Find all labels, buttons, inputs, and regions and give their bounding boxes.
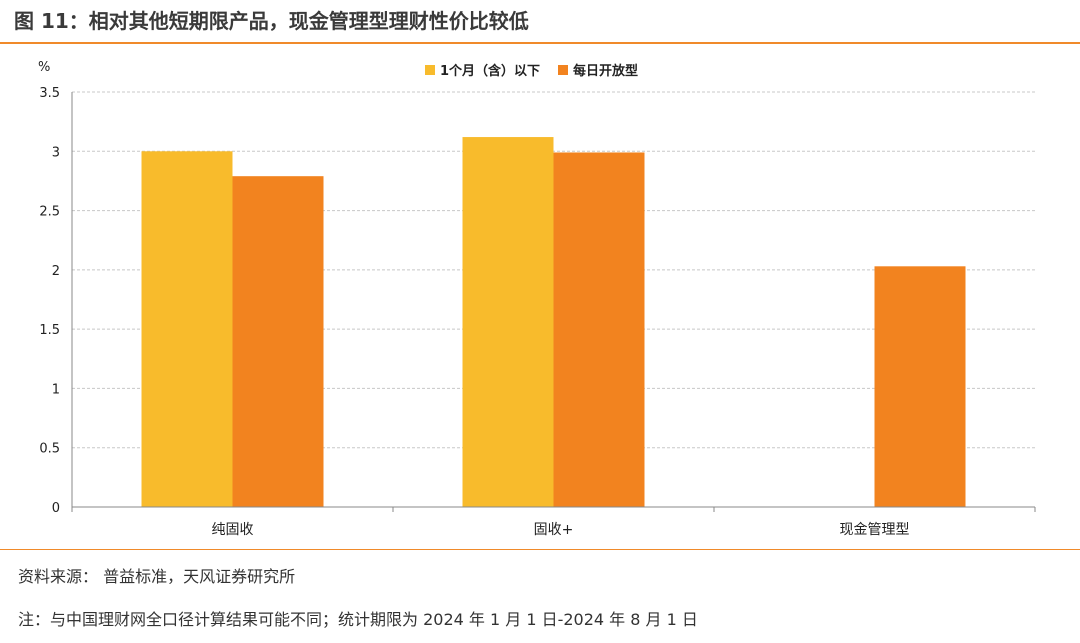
x-tick-label: 纯固收	[212, 522, 254, 538]
bar-series-2	[874, 266, 966, 507]
y-tick-label: 1	[52, 382, 60, 397]
bar-series-2	[553, 152, 645, 507]
page-title: 图 11：相对其他短期限产品，现金管理型理财性价比较低	[14, 9, 529, 33]
y-axis-ticks: 0 0.5 1 1.5 2 2.5 3 3.5	[39, 86, 60, 516]
x-tick-label: 现金管理型	[840, 522, 910, 538]
legend-swatch-series-2	[558, 64, 569, 75]
bar-series-2	[232, 176, 324, 507]
legend-label-series-1: 1个月（含）以下	[440, 64, 541, 79]
y-tick-label: 0.5	[39, 442, 60, 457]
y-tick-label: 2	[52, 264, 60, 279]
title-divider	[0, 42, 1080, 44]
x-axis: 纯固收 固收+ 现金管理型	[71, 92, 1036, 538]
y-tick-label: 2.5	[39, 205, 60, 220]
bars	[141, 137, 966, 508]
y-tick-label: 3	[52, 145, 60, 160]
y-tick-label: 1.5	[39, 323, 60, 338]
legend-label-series-2: 每日开放型	[573, 64, 639, 79]
legend-swatch-series-1	[425, 64, 435, 75]
bar-series-1	[462, 137, 554, 508]
legend-item-series-2: 每日开放型	[558, 60, 638, 79]
legend-item-series-1: 1个月（含）以下	[425, 60, 540, 79]
y-tick-label: 0	[52, 501, 60, 516]
chart-legend: 1个月（含）以下 每日开放型	[425, 60, 638, 79]
source-note: 资料来源： 普益标准，天风证券研究所	[18, 567, 296, 586]
bar-chart: 0 0.5 1 1.5 2 2.5 3 3.5 纯固收 固收+ 现金管理型	[39, 86, 1036, 538]
y-unit-label: %	[38, 60, 51, 75]
footnote: 注：与中国理财网全口径计算结果可能不同；统计期限为 2024 年 1 月 1 日…	[18, 610, 698, 629]
footer-divider	[0, 549, 1080, 550]
y-tick-label: 3.5	[39, 86, 60, 101]
x-tick-label: 固收+	[534, 522, 574, 538]
bar-series-1	[141, 151, 233, 508]
